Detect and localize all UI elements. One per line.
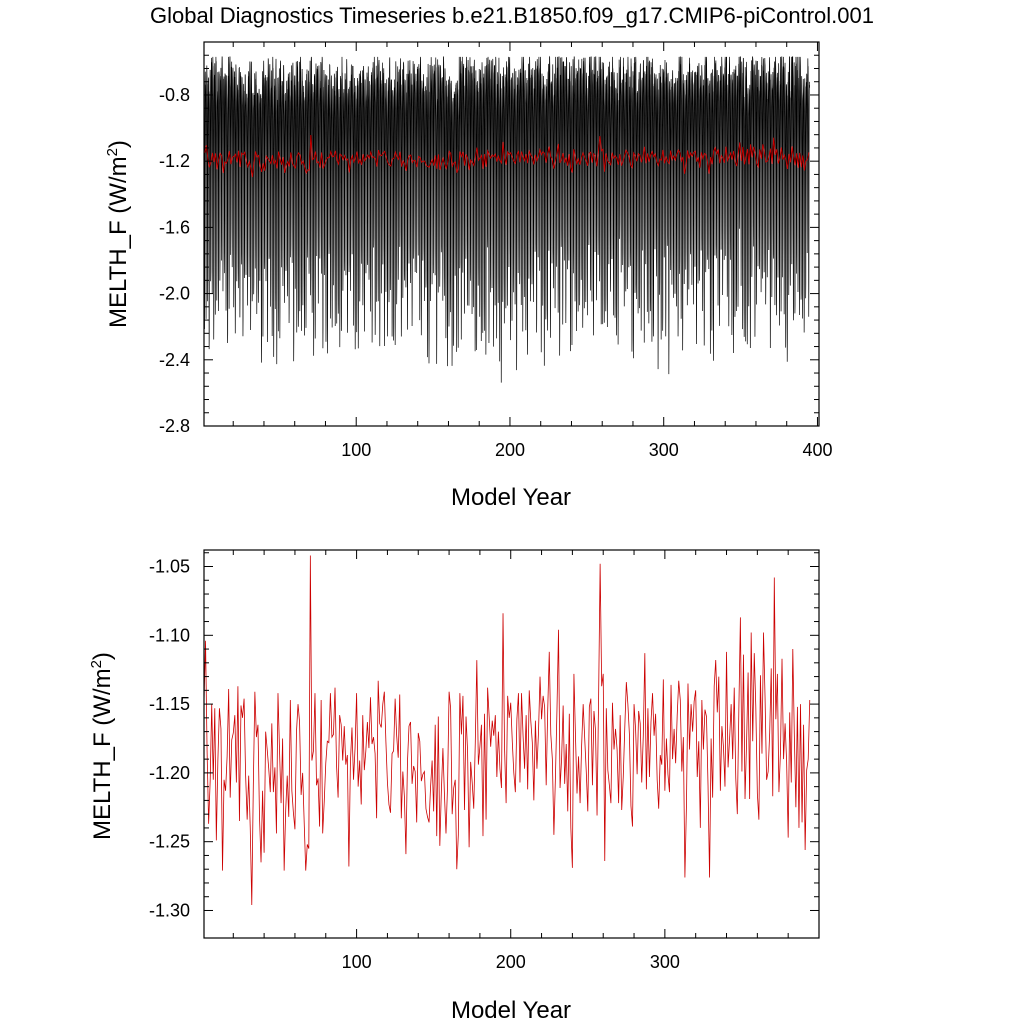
top-xtick-label: 200 (495, 440, 525, 460)
bottom-y-label-sup: 2 (88, 660, 105, 668)
top-monthly-line (203, 55, 810, 383)
top-y-label-sup: 2 (104, 148, 121, 156)
top-ytick-label: -2.4 (159, 350, 190, 370)
bottom-annual-series (203, 555, 811, 905)
top-y-label-main: MELTH_F (W/m (105, 156, 132, 328)
bottom-x-axis-label: Model Year (451, 997, 571, 1024)
top-monthly-series (203, 55, 810, 383)
bottom-annual-line (203, 555, 811, 905)
bottom-axes: -1.30 -1.25 -1.20 -1.15 -1.10 -1.05 100 200 300 (149, 549, 820, 972)
bottom-xtick-label: 100 (342, 952, 372, 972)
bottom-ytick-label: -1.30 (149, 900, 190, 920)
top-ytick-label: -1.2 (159, 151, 190, 171)
top-annual-line (204, 134, 810, 178)
top-plot-frame (203, 41, 820, 427)
bottom-ytick-label: -1.20 (149, 763, 190, 783)
top-axes: -2.8 -2.4 -2.0 -1.6 -1.2 -0.8 100 200 300 400 (159, 41, 832, 460)
top-xtick-label: 100 (341, 440, 371, 460)
bottom-ytick-label: -1.05 (149, 557, 190, 577)
top-y-label-close: ) (105, 140, 132, 148)
figure-title: Global Diagnostics Timeseries b.e21.B185… (150, 3, 874, 28)
top-ytick-label: -2.8 (159, 416, 190, 436)
bottom-y-label-main: MELTH_F (W/m (89, 668, 116, 840)
top-ytick-label: -1.6 (159, 217, 190, 237)
top-y-axis-label: MELTH_F (W/m2) (104, 140, 132, 328)
bottom-xtick-label: 200 (496, 952, 526, 972)
bottom-ytick-label: -1.25 (149, 832, 190, 852)
top-xtick-label: 300 (649, 440, 679, 460)
bottom-plot-frame (203, 549, 820, 939)
bottom-ytick-label: -1.10 (149, 625, 190, 645)
bottom-y-label-close: ) (89, 652, 116, 660)
top-xtick-label: 400 (802, 440, 832, 460)
top-ytick-label: -2.0 (159, 284, 190, 304)
top-chart-panel: -2.8 -2.4 -2.0 -1.6 -1.2 -0.8 100 200 300 400 Mod… (104, 41, 832, 511)
bottom-xtick-label: 300 (650, 952, 680, 972)
top-ytick-label: -0.8 (159, 85, 190, 105)
top-annual-series (204, 134, 810, 178)
top-x-axis-label: Model Year (451, 484, 571, 511)
bottom-ytick-label: -1.15 (149, 694, 190, 714)
bottom-y-axis-label: MELTH_F (W/m2) (88, 652, 116, 840)
